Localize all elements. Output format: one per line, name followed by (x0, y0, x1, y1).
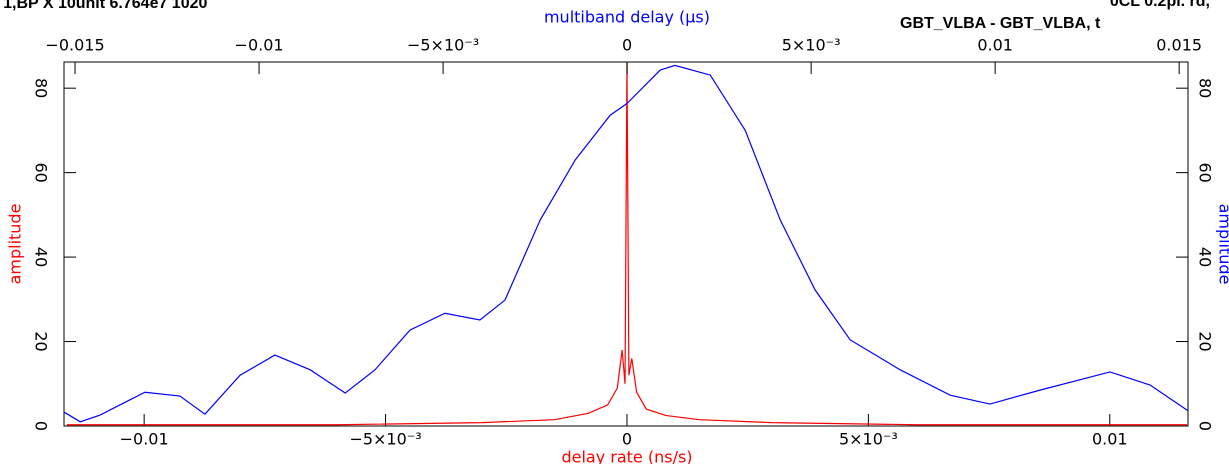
data-line (63, 64, 1189, 423)
y-tick-label: 80 (32, 78, 51, 98)
frame (63, 61, 1189, 427)
y-tick-label: 40 (1196, 247, 1215, 267)
x-axis-label: delay rate (ns/s) (561, 448, 692, 464)
x-tick-label: 0.015 (1156, 36, 1202, 55)
y-tick-label: 20 (1196, 331, 1215, 351)
y-tick-label: 0 (1196, 421, 1215, 431)
y-tick-label: 80 (1196, 78, 1215, 98)
y-tick-label: 20 (32, 331, 51, 351)
data-line (66, 62, 1188, 426)
x-tick-label: −5×10⁻³ (349, 430, 421, 449)
x-tick-label: 5×10⁻³ (782, 36, 841, 55)
subtitle: GBT_VLBA - GBT_VLBA, t (900, 15, 1101, 32)
y-tick-label: 60 (32, 162, 51, 182)
y-axis-label: amplitude (6, 204, 25, 285)
x-tick-label: −0.01 (120, 430, 169, 449)
title: nk 1,BP X 10unit 6.764e7 1020 (0, 0, 208, 12)
x-tick-label: 0.01 (977, 36, 1013, 55)
x-axis-label: multiband delay (μs) (544, 8, 710, 27)
x-tick-label: 0 (622, 36, 632, 55)
x-tick-label: −5×10⁻³ (407, 36, 479, 55)
x-tick-label: 0.01 (1092, 430, 1128, 449)
x-tick-label: −0.01 (235, 36, 284, 55)
x-tick-label: 0 (622, 430, 632, 449)
x-tick-label: 5×10⁻³ (839, 430, 898, 449)
y-tick-label: 40 (32, 247, 51, 267)
y-tick-label: 60 (1196, 162, 1215, 182)
title: 0CL 0.2pl. rd, (1110, 0, 1210, 10)
y-tick-label: 0 (32, 421, 51, 431)
y-axis-label: amplitude (1216, 204, 1229, 285)
x-tick-label: −0.015 (45, 36, 104, 55)
